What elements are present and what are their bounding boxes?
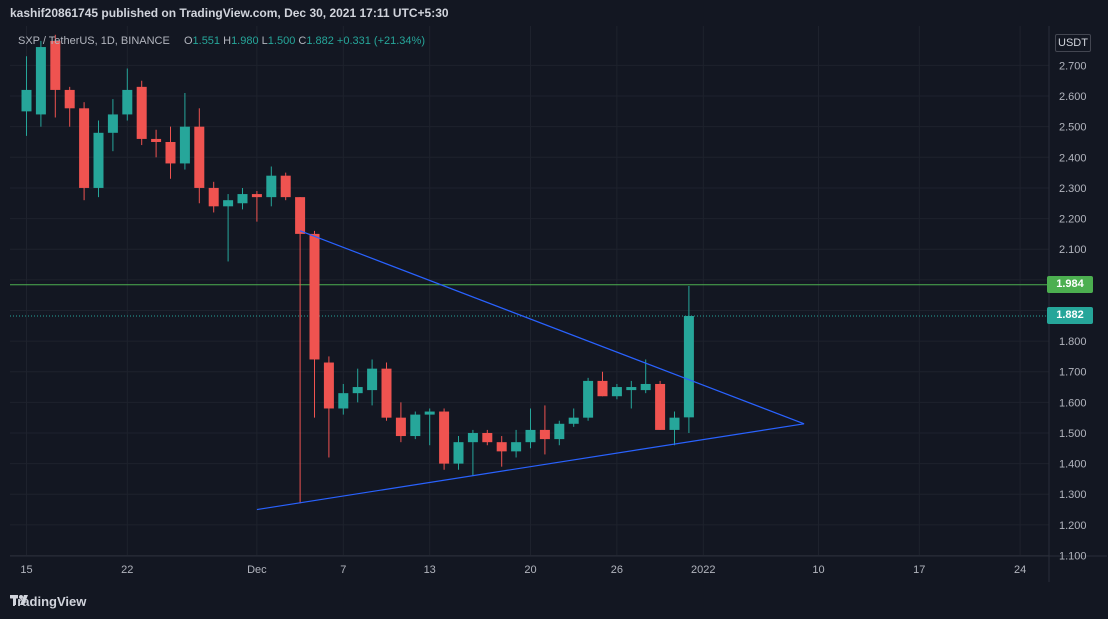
candle-body	[179, 126, 190, 164]
price-tick-label: 1.400	[1059, 459, 1087, 471]
time-tick-label: 13	[424, 564, 436, 576]
price-tick-label: 1.800	[1059, 336, 1087, 348]
candle-body	[511, 442, 522, 452]
tradingview-logo-icon	[10, 595, 28, 605]
time-tick-label: 10	[812, 564, 824, 576]
candle-body	[93, 132, 104, 188]
candle-body	[611, 387, 622, 397]
price-tick-label: 2.400	[1059, 152, 1087, 164]
time-tick-label: 22	[121, 564, 133, 576]
candle-body	[496, 442, 507, 452]
candle-body	[266, 175, 277, 198]
price-tick-label: 1.100	[1059, 551, 1087, 563]
candle-body	[295, 197, 306, 234]
candle-body	[583, 380, 594, 418]
symbol-legend: SXP / TetherUS, 1D, BINANCE O1.551 H1.98…	[18, 35, 425, 47]
price-tick-label: 2.300	[1059, 183, 1087, 195]
triangle-trendline	[256, 423, 805, 511]
open-label: O	[183, 35, 193, 47]
candle-body	[50, 40, 61, 90]
close-value: 1.882	[306, 35, 334, 47]
candle-body	[669, 417, 680, 430]
candle-body	[640, 383, 651, 391]
low-value: 1.500	[267, 35, 296, 47]
candle-body	[165, 141, 176, 164]
price-tick-label: 2.500	[1059, 122, 1087, 134]
chart-panel[interactable]: 1.100 1.200 1.300 1.400 1.500 1.600 1.700 1.800…	[10, 26, 1107, 582]
price-tick-label: 2.600	[1059, 91, 1087, 103]
candle-body	[223, 200, 234, 207]
candle-body	[64, 89, 75, 109]
time-tick-label: Dec	[247, 564, 267, 576]
high-value: 1.980	[231, 35, 259, 47]
candlestick-chart[interactable]: 1.100 1.200 1.300 1.400 1.500 1.600 1.700 1.800…	[10, 26, 1107, 582]
candle-body	[482, 432, 493, 443]
price-tick-label: 1.700	[1059, 367, 1087, 379]
candle-body	[525, 429, 536, 443]
candle-body	[35, 47, 46, 115]
low-label: L	[261, 35, 268, 47]
candle-body	[151, 138, 162, 142]
candle-body	[208, 187, 219, 207]
close-label: C	[298, 35, 307, 47]
candle-body	[237, 194, 248, 204]
candle-body	[251, 194, 262, 198]
footer-brand[interactable]: TradingView	[10, 594, 86, 609]
high-label: H	[223, 35, 232, 47]
candle-body	[367, 368, 378, 391]
currency-button[interactable]: USDT	[1055, 34, 1091, 52]
time-tick-label: 26	[611, 564, 623, 576]
price-tick-label: 2.700	[1059, 60, 1087, 72]
candle-body	[568, 417, 579, 424]
candle-body	[424, 411, 435, 415]
candle-body	[280, 175, 291, 198]
triangle-trendline	[299, 230, 805, 425]
price-tick-label: 1.300	[1059, 489, 1087, 501]
candle-body	[323, 362, 334, 409]
price-tick-label: 2.200	[1059, 214, 1087, 226]
time-tick-label: 24	[1014, 564, 1026, 576]
candle-body	[554, 423, 565, 440]
candle-body	[467, 432, 478, 443]
candle-body	[683, 315, 694, 418]
candle-body	[410, 414, 421, 437]
footer-brand-label: TradingView	[10, 594, 87, 609]
time-tick-label: 20	[524, 564, 536, 576]
price-tick-label: 2.100	[1059, 244, 1087, 256]
candle-body	[381, 368, 392, 418]
candle-body	[439, 411, 450, 464]
candle-body	[21, 89, 32, 112]
candle-body	[194, 126, 205, 188]
price-tick-label: 1.600	[1059, 397, 1087, 409]
candle-body	[395, 417, 406, 437]
candle-body	[122, 89, 133, 115]
change-value: +0.331 (+21.34%)	[336, 35, 425, 47]
candle-body	[79, 108, 90, 188]
candle-body	[107, 114, 118, 133]
candle-body	[597, 380, 608, 397]
published-by-text: kashif20861745 published on TradingView.…	[10, 6, 449, 20]
symbol-name[interactable]: SXP / TetherUS, 1D, BINANCE	[18, 35, 170, 47]
open-value: 1.551	[192, 35, 221, 47]
candle-body	[338, 393, 349, 409]
time-tick-label: 7	[340, 564, 346, 576]
candle-body	[309, 233, 320, 360]
price-tick-label: 1.500	[1059, 428, 1087, 440]
candle-body	[655, 383, 666, 430]
resistance-price-tag: 1.984	[1047, 276, 1093, 294]
candle-body	[539, 429, 550, 440]
price-tick-label: 1.200	[1059, 520, 1087, 532]
time-tick-label: 17	[913, 564, 925, 576]
candle-body	[626, 387, 637, 391]
time-tick-label: 2022	[691, 564, 715, 576]
last-price-tag: 1.882	[1047, 307, 1093, 325]
time-tick-label: 15	[20, 564, 32, 576]
candle-body	[136, 86, 147, 139]
candle-body	[352, 387, 363, 394]
candle-body	[453, 442, 464, 464]
